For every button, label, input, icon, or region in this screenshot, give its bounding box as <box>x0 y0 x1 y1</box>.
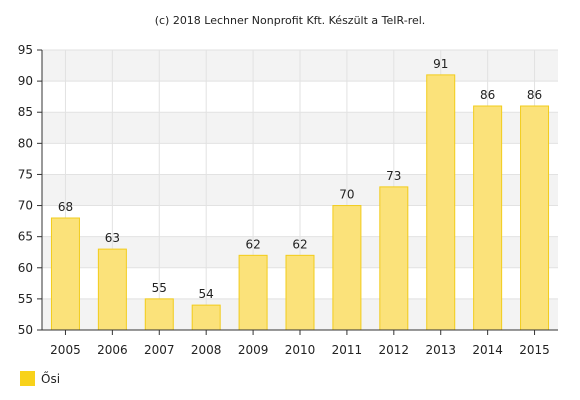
data-label: 68 <box>58 200 73 214</box>
x-tick-label: 2006 <box>97 343 128 357</box>
x-tick-label: 2007 <box>144 343 175 357</box>
bar <box>520 105 550 331</box>
bar <box>285 254 315 331</box>
y-tick-label: 65 <box>18 230 33 244</box>
y-tick-label: 50 <box>18 323 33 337</box>
bar <box>144 298 174 331</box>
x-tick-label: 2013 <box>425 343 456 357</box>
copyright-text: (c) 2018 Lechner Nonprofit Kft. Készült … <box>155 14 426 27</box>
data-label: 86 <box>527 88 542 102</box>
data-label: 62 <box>245 237 260 251</box>
y-tick-label: 70 <box>18 199 33 213</box>
data-label: 54 <box>199 287 214 301</box>
bar <box>473 105 503 331</box>
bar <box>97 248 127 331</box>
data-label: 62 <box>292 237 307 251</box>
x-tick-label: 2009 <box>238 343 269 357</box>
data-label: 55 <box>152 281 167 295</box>
data-label: 70 <box>339 188 354 202</box>
bar <box>332 205 362 331</box>
bar <box>379 186 409 331</box>
y-tick-label: 85 <box>18 105 33 119</box>
x-tick-label: 2015 <box>519 343 550 357</box>
legend-swatch <box>20 371 35 386</box>
x-tick-label: 2012 <box>379 343 410 357</box>
legend-label: Ősi <box>41 371 61 386</box>
x-tick-label: 2005 <box>50 343 81 357</box>
y-tick-label: 60 <box>18 261 33 275</box>
data-label: 63 <box>105 231 120 245</box>
y-tick-label: 80 <box>18 136 33 150</box>
y-tick-label: 95 <box>18 43 33 57</box>
x-tick-label: 2011 <box>332 343 363 357</box>
bar <box>426 74 456 331</box>
y-tick-label: 90 <box>18 74 33 88</box>
data-label: 73 <box>386 169 401 183</box>
legend: Ősi <box>20 371 60 386</box>
x-tick-label: 2008 <box>191 343 222 357</box>
bar <box>50 217 80 331</box>
data-label: 86 <box>480 88 495 102</box>
x-tick-label: 2010 <box>285 343 316 357</box>
bar <box>238 254 268 331</box>
x-tick-label: 2014 <box>472 343 503 357</box>
y-tick-label: 75 <box>18 167 33 181</box>
data-label: 91 <box>433 57 448 71</box>
y-tick-label: 55 <box>18 292 33 306</box>
axes-group: 50 55 60 65 70 75 80 85 90 95 2005 2006 2007 2008 2009… <box>18 43 558 357</box>
data-labels-group: 68 63 55 54 62 62 70 73 91 86 86 <box>58 57 542 301</box>
bar <box>191 304 221 331</box>
